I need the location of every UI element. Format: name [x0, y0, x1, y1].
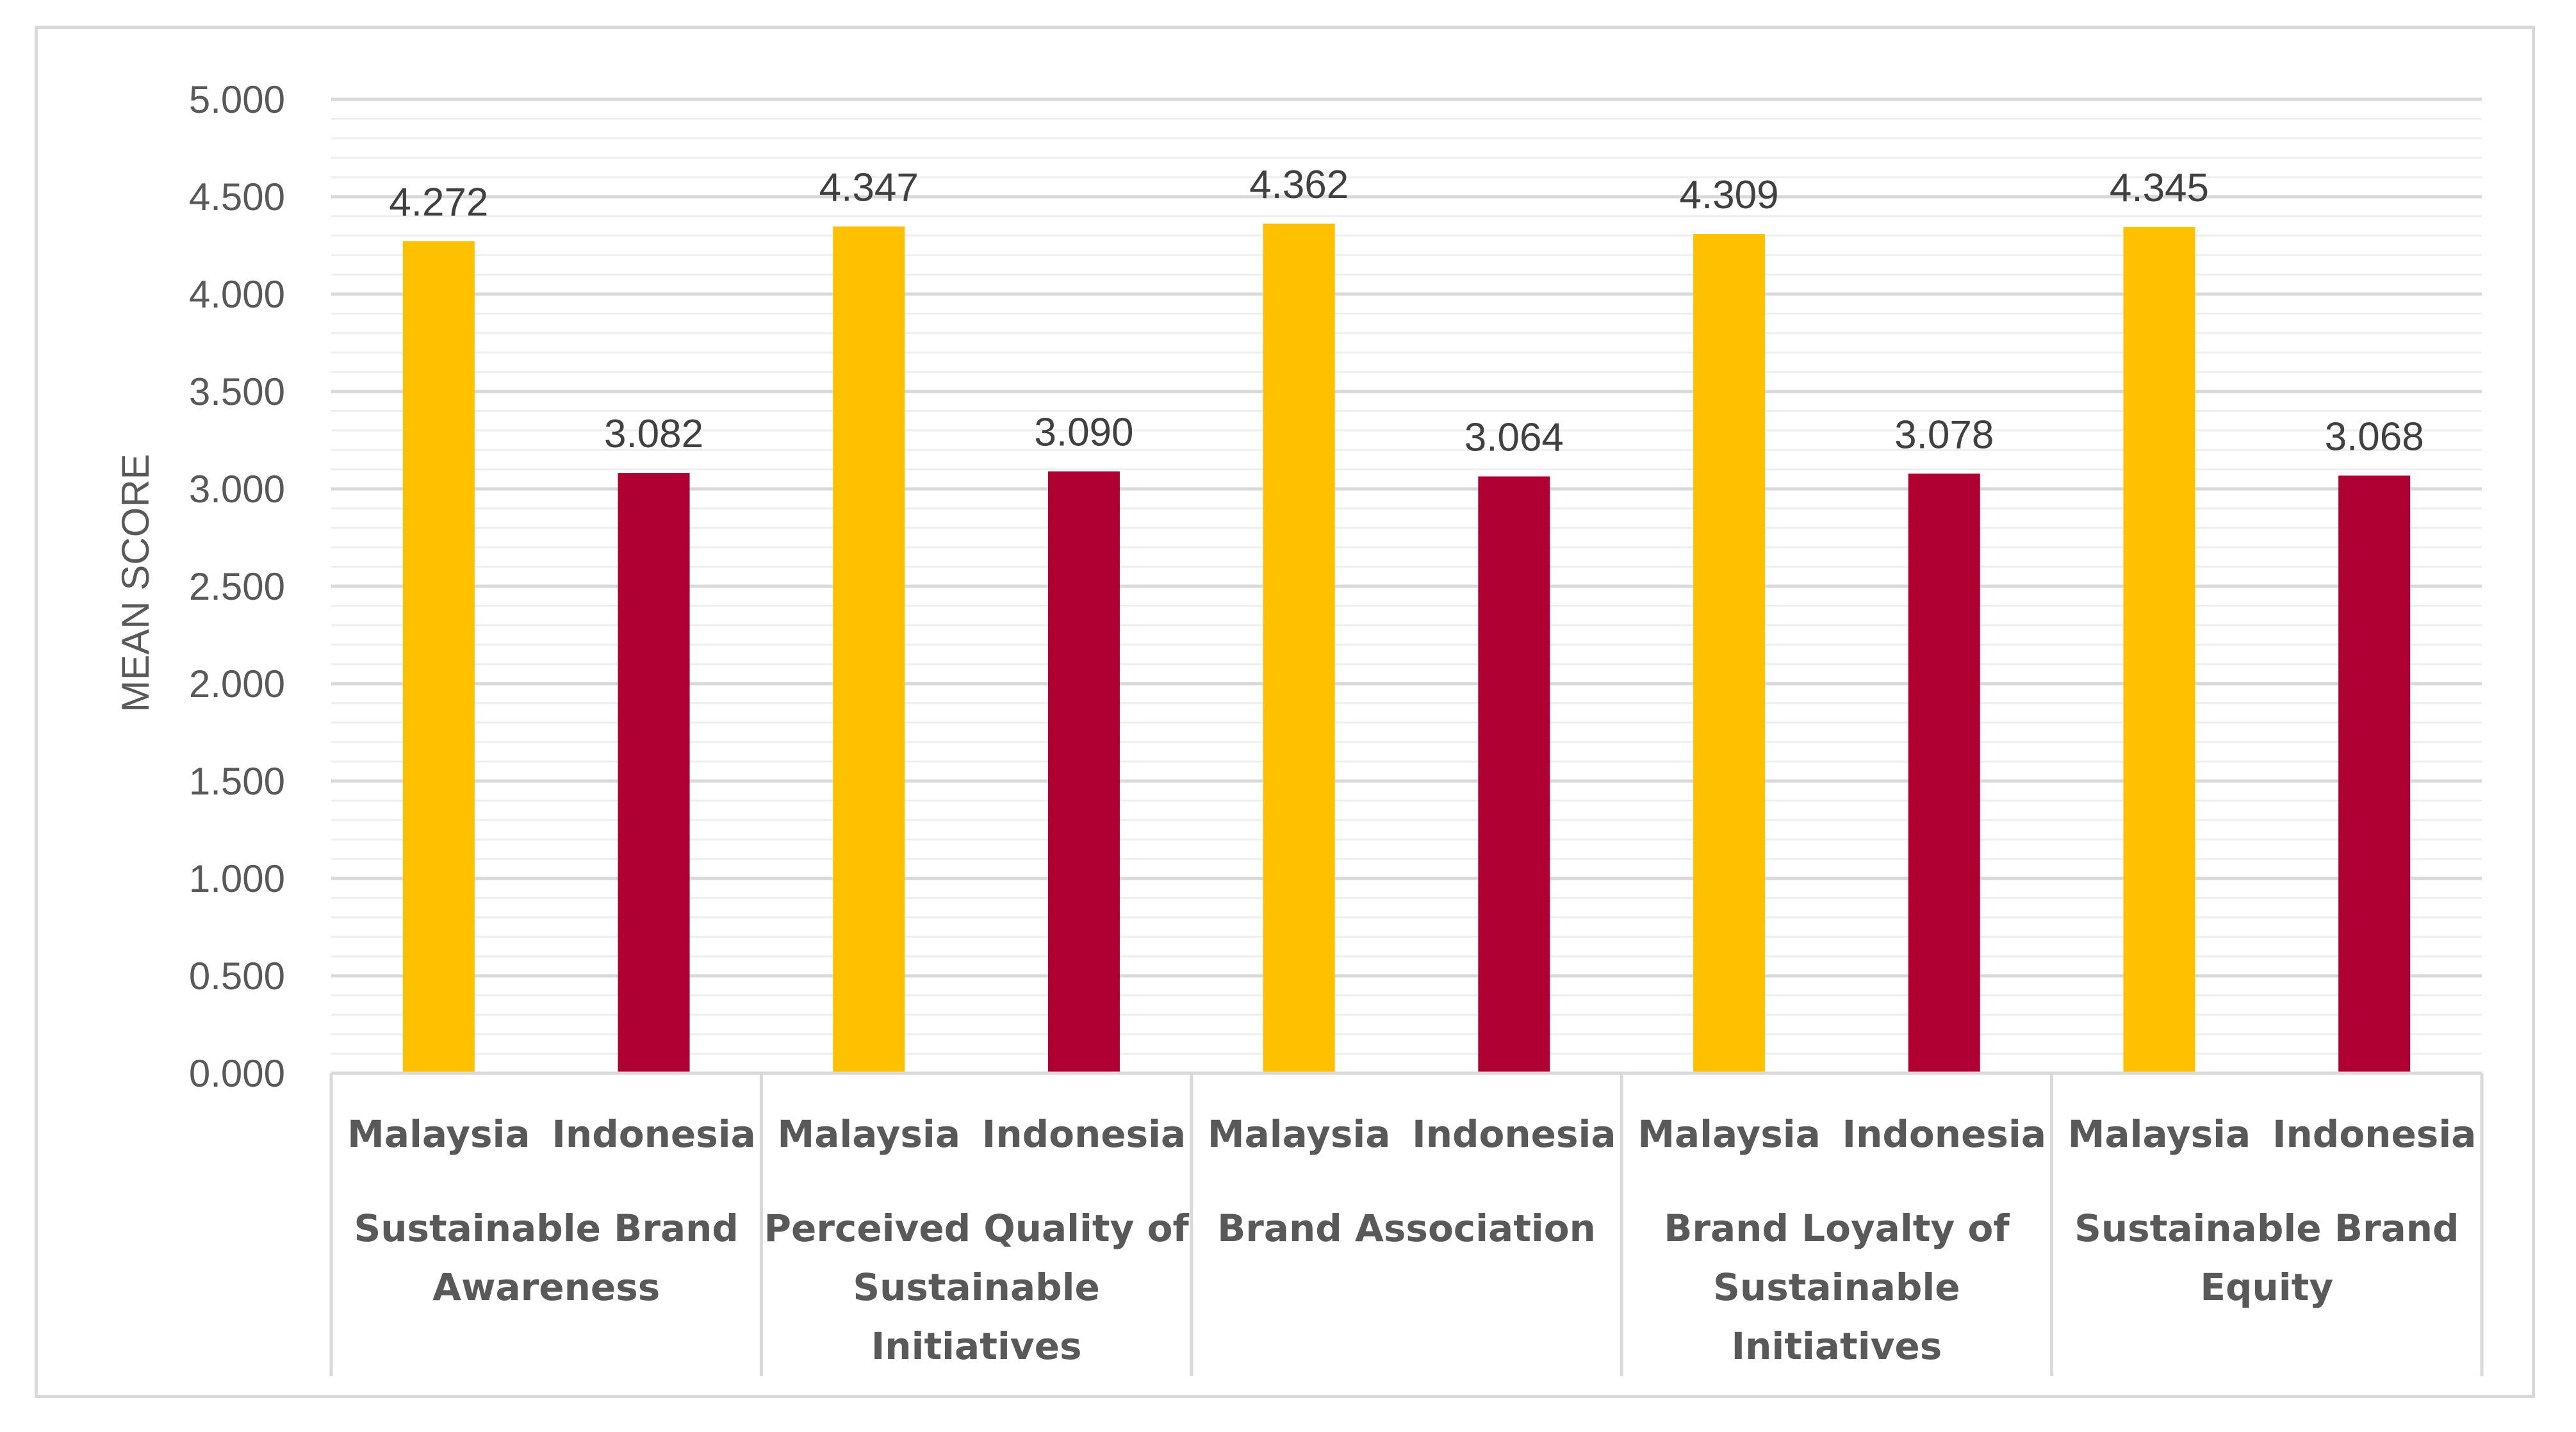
x-category-label: Malaysia	[778, 1112, 960, 1156]
x-category-label: Malaysia	[347, 1112, 530, 1156]
y-tick-label: 4.000	[189, 273, 285, 316]
x-group-label: Initiatives	[1732, 1324, 1942, 1368]
y-tick-label: 5.000	[189, 78, 285, 121]
bars	[402, 223, 2411, 1074]
x-group-label: Awareness	[432, 1265, 660, 1309]
bar-indonesia	[2338, 475, 2411, 1073]
bar-indonesia	[618, 473, 690, 1073]
y-tick-label: 0.500	[189, 955, 285, 998]
x-category-label: Indonesia	[2272, 1112, 2476, 1156]
data-label: 3.078	[1894, 413, 1994, 457]
y-tick-label: 3.000	[189, 468, 285, 511]
bar-malaysia	[833, 226, 905, 1074]
x-group-label: Sustainable	[1713, 1265, 1960, 1309]
bar-indonesia	[1047, 471, 1120, 1073]
x-group-label: Sustainable Brand	[354, 1206, 738, 1250]
x-category-label: Indonesia	[1412, 1112, 1616, 1156]
data-label: 3.068	[2325, 415, 2424, 459]
bar-malaysia	[1693, 234, 1766, 1074]
y-tick-label: 2.000	[189, 663, 285, 705]
bar-malaysia	[1263, 223, 1335, 1073]
bar-indonesia	[1478, 476, 1550, 1073]
bar-malaysia	[2123, 227, 2195, 1073]
x-category-label: Malaysia	[2068, 1112, 2251, 1156]
y-tick-label: 4.500	[189, 176, 285, 218]
data-label: 4.347	[819, 166, 919, 210]
x-group-label: Brand Association	[1217, 1206, 1596, 1250]
y-tick-label: 1.000	[189, 857, 285, 900]
chart-frame	[35, 26, 2535, 1398]
x-group-label: Perceived Quality of	[764, 1206, 1189, 1250]
bar-indonesia	[1908, 473, 1980, 1073]
x-group-label: Sustainable	[853, 1265, 1100, 1309]
x-category-label: Malaysia	[1637, 1112, 1820, 1156]
bar-malaysia	[402, 241, 475, 1073]
data-label: 4.272	[389, 180, 488, 224]
x-category-label: Malaysia	[1208, 1112, 1390, 1156]
x-group-label: Brand Loyalty of	[1664, 1206, 2010, 1250]
y-tick-label: 2.500	[189, 565, 285, 608]
x-group-label: Sustainable Brand	[2074, 1206, 2459, 1250]
axes: 0.000 0.500 1.000 1.500 2.000 2.500 3.000 3.500…	[189, 78, 2484, 1376]
y-tick-label: 0.000	[189, 1052, 285, 1095]
data-labels: 4.272 3.082 4.347 3.090 4.362 3.064 4.309 3.078…	[389, 163, 2424, 460]
data-label: 4.309	[1679, 173, 1778, 217]
x-category-label: Indonesia	[982, 1112, 1186, 1156]
y-tick-label: 3.500	[189, 370, 285, 413]
data-label: 4.345	[2110, 166, 2209, 210]
x-group-label: Initiatives	[871, 1324, 1082, 1368]
x-category-label: Indonesia	[552, 1112, 755, 1156]
data-label: 3.064	[1464, 416, 1564, 460]
data-label: 3.082	[604, 412, 703, 456]
data-label: 3.090	[1034, 411, 1133, 455]
y-tick-label: 1.500	[189, 760, 285, 803]
x-category-label: Indonesia	[1842, 1112, 2046, 1156]
data-label: 4.362	[1249, 163, 1349, 207]
y-axis-title: MEAN SCORE	[114, 454, 157, 712]
x-group-label: Equity	[2200, 1265, 2333, 1309]
